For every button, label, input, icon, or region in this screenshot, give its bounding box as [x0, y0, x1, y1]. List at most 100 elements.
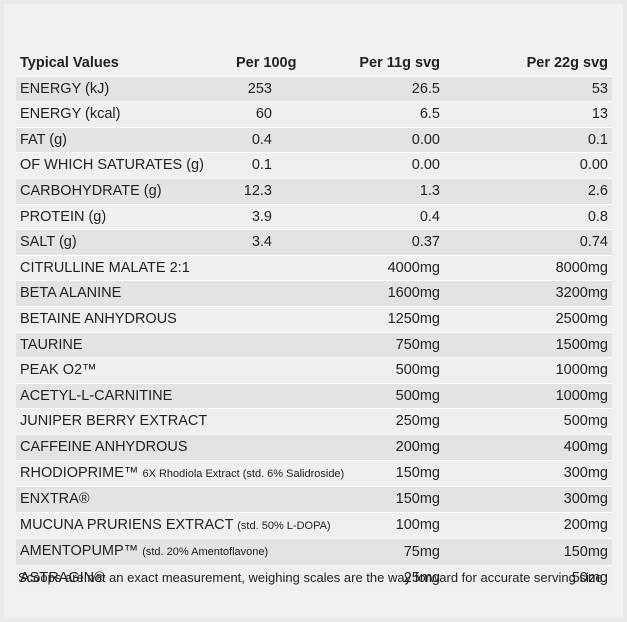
per-22g-value: 13 — [444, 101, 612, 128]
header-per-22g-serving: Per 22g svg — [526, 55, 608, 71]
per-100g-value: 60 — [232, 101, 276, 128]
nutrient-name: ASTRAGIN® — [20, 569, 105, 586]
per-100g-value — [232, 332, 276, 358]
nutrition-table: Typical Values Per 100g Per 11g svg Per … — [16, 51, 612, 591]
per-100g-value: 12.3 — [232, 178, 276, 205]
table-row: PROTEIN (g) 3.9 0.4 0.8 — [16, 204, 612, 230]
per-11g-value: 200mg — [276, 434, 444, 460]
per-11g-value: 4000mg — [276, 255, 444, 281]
per-11g-value: 500mg — [276, 357, 444, 384]
per-22g-value: 0.00 — [444, 152, 612, 179]
nutrient-label-cell: CARBOHYDRATE (g) — [16, 178, 232, 205]
per-100g-value: 3.9 — [232, 204, 276, 230]
per-11g-value: 750mg — [276, 332, 444, 358]
per-11g-value: 6.5 — [276, 101, 444, 128]
per-11g-value: 0.4 — [276, 204, 444, 230]
per-11g-value: 250mg — [276, 408, 444, 435]
nutrient-label-cell: ENERGY (kJ) — [16, 76, 232, 102]
per-100g-value — [232, 280, 276, 307]
nutrient-label-cell: AMENTOPUMP™ (std. 20% Amentoflavone) — [16, 538, 268, 566]
table-row: CITRULLINE MALATE 2:1 4000mg 8000mg — [16, 255, 612, 281]
per-11g-value: 75mg — [276, 538, 444, 566]
per-22g-value: 53 — [444, 76, 612, 102]
nutrient-label-cell: BETA ALANINE — [16, 280, 232, 307]
table-row: OF WHICH SATURATES (g) 0.1 0.00 0.00 — [16, 152, 612, 179]
per-22g-value: 200mg — [444, 512, 612, 539]
table-row: RHODIOPRIME™ 6X Rhodiola Extract (std. 6… — [16, 460, 612, 487]
per-100g-value: 3.4 — [232, 229, 276, 256]
per-11g-value: 1250mg — [276, 306, 444, 333]
nutrient-label-cell: MUCUNA PRURIENS EXTRACT (std. 50% L-DOPA… — [16, 512, 331, 539]
per-22g-value: 0.8 — [444, 204, 612, 230]
table-row: BETA ALANINE 1600mg 3200mg — [16, 280, 612, 307]
nutrient-name: ENERGY (kcal) — [20, 106, 121, 123]
nutrient-label-cell: OF WHICH SATURATES (g) — [16, 152, 232, 179]
nutrient-label-cell: ASTRAGIN® — [16, 565, 232, 591]
per-100g-value — [232, 512, 276, 539]
per-100g-value — [232, 565, 276, 591]
nutrition-panel: Typical Values Per 100g Per 11g svg Per … — [4, 4, 623, 618]
nutrient-label-cell: ENERGY (kcal) — [16, 101, 232, 128]
nutrient-name: FAT (g) — [20, 131, 67, 148]
per-22g-value: 2500mg — [444, 306, 612, 333]
per-100g-value: 0.1 — [232, 152, 276, 179]
nutrient-name: MUCUNA PRURIENS EXTRACT — [20, 516, 234, 533]
nutrient-name: ACETYL-L-CARNITINE — [20, 387, 173, 404]
per-22g-value: 150mg — [444, 538, 612, 566]
nutrient-name: AMENTOPUMP™ — [20, 543, 139, 560]
per-11g-value: 150mg — [276, 486, 444, 513]
per-22g-value: 8000mg — [444, 255, 612, 281]
nutrient-label-cell: RHODIOPRIME™ 6X Rhodiola Extract (std. 6… — [16, 460, 344, 487]
nutrient-label-cell: CITRULLINE MALATE 2:1 — [16, 255, 232, 281]
table-row: TAURINE 750mg 1500mg — [16, 332, 612, 358]
nutrient-name: JUNIPER BERRY EXTRACT — [20, 413, 208, 430]
per-22g-value: 3200mg — [444, 280, 612, 307]
per-11g-value: 150mg — [276, 460, 444, 487]
per-100g-value — [232, 383, 276, 409]
nutrient-note: (std. 50% L-DOPA) — [237, 519, 331, 532]
nutrient-label-cell: FAT (g) — [16, 127, 232, 153]
nutrient-label-cell: CAFFEINE ANHYDROUS — [16, 434, 232, 460]
per-100g-value — [232, 538, 276, 566]
table-row: ENXTRA® 150mg 300mg — [16, 486, 612, 513]
per-11g-value: 1.3 — [276, 178, 444, 205]
table-row: JUNIPER BERRY EXTRACT 250mg 500mg — [16, 408, 612, 435]
nutrient-name: SALT (g) — [20, 234, 77, 251]
nutrient-label-cell: JUNIPER BERRY EXTRACT — [16, 408, 232, 435]
per-100g-value — [232, 434, 276, 460]
nutrient-label-cell: ENXTRA® — [16, 486, 232, 513]
nutrient-note: (std. 20% Amentoflavone) — [142, 546, 269, 559]
nutrient-label-cell: TAURINE — [16, 332, 232, 358]
per-11g-value: 0.00 — [276, 152, 444, 179]
table-row: CAFFEINE ANHYDROUS 200mg 400mg — [16, 434, 612, 460]
table-header-row: Typical Values Per 100g Per 11g svg Per … — [16, 51, 612, 76]
per-11g-value: 100mg — [276, 512, 444, 539]
table-row: AMENTOPUMP™ (std. 20% Amentoflavone) 75mg… — [16, 538, 612, 566]
per-100g-value — [232, 255, 276, 281]
per-11g-value: 0.00 — [276, 127, 444, 153]
per-22g-value: 50mg — [444, 565, 612, 591]
per-100g-value — [232, 357, 276, 384]
nutrient-name: TAURINE — [20, 336, 83, 353]
table-row: ENERGY (kcal) 60 6.5 13 — [16, 101, 612, 128]
table-row: ACETYL-L-CARNITINE 500mg 1000mg — [16, 383, 612, 409]
per-22g-value: 1000mg — [444, 357, 612, 384]
per-100g-value: 253 — [232, 76, 276, 102]
nutrient-name: OF WHICH SATURATES (g) — [20, 157, 204, 174]
per-22g-value: 1500mg — [444, 332, 612, 358]
nutrient-name: BETA ALANINE — [20, 285, 122, 302]
nutrient-name: PROTEIN (g) — [20, 208, 107, 225]
per-11g-value: 25mg — [276, 565, 444, 591]
table-row: ENERGY (kJ) 253 26.5 53 — [16, 76, 612, 102]
per-11g-value: 500mg — [276, 383, 444, 409]
header-per-100g: Per 100g — [236, 55, 297, 71]
per-22g-value: 400mg — [444, 434, 612, 460]
table-row: MUCUNA PRURIENS EXTRACT (std. 50% L-DOPA… — [16, 512, 612, 539]
per-100g-value: 0.4 — [232, 127, 276, 153]
per-22g-value: 0.74 — [444, 229, 612, 256]
nutrient-name: ENERGY (kJ) — [20, 80, 110, 97]
serving-footnote: Scoops are not an exact measurement, wei… — [18, 570, 607, 585]
nutrient-label-cell: BETAINE ANHYDROUS — [16, 306, 232, 333]
nutrient-name: PEAK O2™ — [20, 362, 97, 379]
table-body: ENERGY (kJ) 253 26.5 53 ENERGY (kcal) 60 6.5 13… — [16, 76, 612, 591]
